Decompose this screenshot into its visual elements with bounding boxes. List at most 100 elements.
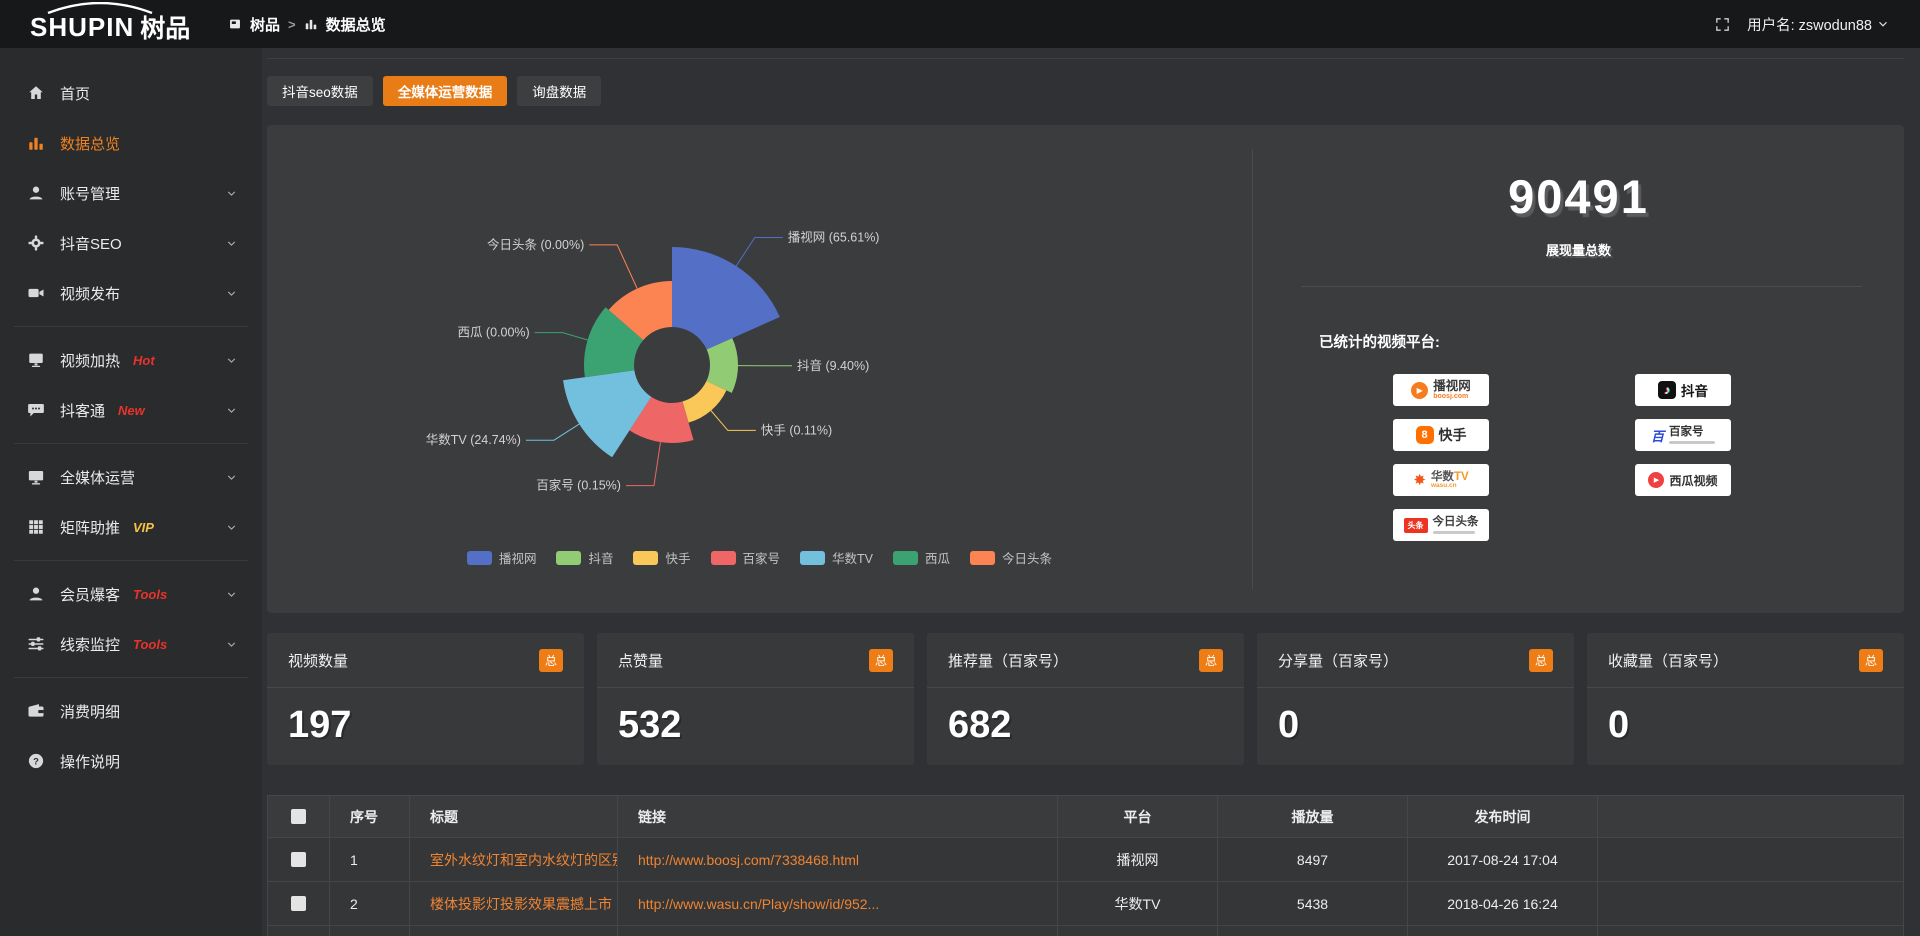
sidebar-item-7[interactable]: 抖客通 New (0, 385, 262, 435)
chevron-down-icon (225, 588, 238, 601)
sidebar-item-15[interactable]: 消费明细 (0, 686, 262, 736)
cell-link[interactable]: http://www.boosj.com/7338468.html (617, 837, 1058, 882)
total-impressions-value: 90491 (1508, 170, 1649, 223)
chat-icon (27, 401, 45, 419)
stat-card-header: 收藏量（百家号） 总 (1587, 633, 1904, 688)
legend-item-西瓜[interactable]: 西瓜 (893, 548, 950, 567)
douyin-note-icon: ♪ (1658, 381, 1676, 399)
tab-2[interactable]: 询盘数据 (517, 76, 602, 106)
legend-item-快手[interactable]: 快手 (633, 548, 691, 567)
sidebar-divider (14, 326, 248, 327)
stat-card-title: 分享量（百家号） (1278, 652, 1399, 670)
sidebar-divider (14, 560, 248, 561)
cell-link[interactable]: http://www.wasu.cn/Play/show/id/952... (617, 881, 1058, 926)
chevron-down-icon (225, 187, 238, 200)
pie-slice-华数TV[interactable] (563, 370, 652, 458)
chevron-down-icon (225, 287, 238, 300)
row-checkbox[interactable] (291, 852, 306, 867)
sidebar-item-tag: VIP (133, 519, 154, 535)
legend-item-百家号[interactable]: 百家号 (710, 548, 781, 567)
row-select-cell (267, 881, 330, 926)
platforms-label: 已统计的视频平台: (1319, 335, 1440, 351)
sidebar-item-3[interactable]: 抖音SEO (0, 218, 262, 268)
chevron-down-icon (225, 354, 238, 367)
fullscreen-icon[interactable] (1714, 16, 1731, 33)
video-table: 序号标题链接平台播放量发布时间1室外水纹灯和室内水纹灯的区别和简介http://… (267, 795, 1904, 936)
breadcrumb-root[interactable]: 树品 (250, 16, 281, 34)
sidebar-item-0[interactable]: 首页 (0, 68, 262, 118)
pie-label: 今日头条 (0.00%) (487, 237, 584, 252)
topbar-right: 用户名: zswodun88 (1714, 14, 1920, 35)
cell-title[interactable]: 楼体投影灯投影效果震撼上市 (409, 881, 618, 926)
wasu-star-icon: ✸ (1413, 471, 1426, 489)
pie-slice-百家号[interactable] (629, 396, 694, 444)
stat-card-title: 视频数量 (288, 652, 349, 670)
app-logo[interactable]: SHUPIN 树品 (0, 0, 200, 48)
stat-card-1: 点赞量 总 532 (597, 633, 914, 765)
pie-slice-西瓜[interactable] (584, 307, 644, 378)
sidebar-item-label: 全媒体运营 (60, 469, 136, 487)
app-square-icon (228, 17, 242, 31)
stat-card-value: 0 (1278, 704, 1300, 746)
pie-slice-播视网[interactable] (672, 247, 780, 350)
legend-item-今日头条[interactable]: 今日头条 (970, 548, 1052, 567)
row-checkbox[interactable] (291, 896, 306, 911)
monitor-icon (27, 468, 45, 486)
legend-label: 播视网 (498, 552, 537, 566)
stat-card-title: 推荐量（百家号） (948, 652, 1069, 670)
cell-title[interactable] (409, 925, 618, 936)
topbar: SHUPIN 树品 树品 > 数据总览 用户名: zswodun88 (0, 0, 1920, 48)
tab-1[interactable]: 全媒体运营数据 (382, 76, 508, 106)
cell-title[interactable]: 室外水纹灯和室内水纹灯的区别和简介 (409, 837, 618, 882)
tab-0[interactable]: 抖音seo数据 (267, 76, 373, 106)
chart-legend: 播视网 抖音 快手 百家号 华数TV 西瓜 今日头条 (267, 548, 1252, 567)
chevron-down-icon (225, 471, 238, 484)
data-tabs: 抖音seo数据 全媒体运营数据 询盘数据 (267, 76, 1904, 106)
pie-slice-今日头条[interactable] (608, 281, 672, 341)
cell-platform: 华数TV (1057, 881, 1218, 926)
select-all-checkbox[interactable] (291, 809, 306, 824)
platform-column: ▶ 播视网 boosj.com 8 快手 ✸ 华数TV wasu.cn 头条 今日头条 (1393, 374, 1489, 541)
pie-slice-抖音[interactable] (706, 338, 738, 393)
sidebar-item-13[interactable]: 线索监控 Tools (0, 619, 262, 669)
pie-slice-快手[interactable] (682, 381, 727, 423)
legend-swatch (893, 550, 918, 565)
sidebar-item-6[interactable]: 视频加热 Hot (0, 335, 262, 385)
sidebar-item-4[interactable]: 视频发布 (0, 268, 262, 318)
user-menu[interactable]: 用户名: zswodun88 (1747, 14, 1890, 35)
legend-item-抖音[interactable]: 抖音 (556, 548, 613, 567)
logo-text-cn: 树品 (140, 15, 191, 43)
header-select-cell (267, 795, 330, 838)
sidebar-divider (14, 677, 248, 678)
legend-label: 快手 (665, 552, 691, 566)
legend-item-播视网[interactable]: 播视网 (466, 548, 537, 567)
sidebar-item-12[interactable]: 会员爆客 Tools (0, 569, 262, 619)
cell-link[interactable] (617, 925, 1058, 936)
legend-label: 百家号 (742, 552, 781, 566)
sidebar-item-label: 首页 (60, 85, 91, 103)
cell-plays: 5438 (1217, 881, 1408, 926)
stat-card-value: 532 (618, 704, 682, 746)
sidebar-item-2[interactable]: 账号管理 (0, 168, 262, 218)
chevron-down-icon (1876, 17, 1890, 31)
pie-label: 百家号 (0.15%) (536, 478, 621, 493)
home-icon (27, 84, 45, 102)
user-group-icon (27, 585, 45, 603)
main-content: 抖音seo数据 全媒体运营数据 询盘数据 播视网 (65.61%) 抖音 (9.40%… (262, 48, 1920, 936)
total-badge: 总 (1528, 648, 1553, 672)
stat-card-header: 分享量（百家号） 总 (1257, 633, 1574, 688)
sidebar-item-1[interactable]: 数据总览 (0, 118, 262, 168)
chart-panel: 播视网 (65.61%) 抖音 (9.40%) 快手 (0.11%) 百家号 (0.1… (267, 125, 1904, 613)
legend-label: 华数TV (832, 552, 873, 566)
cell-time: 2017-08-24 17:04 (1407, 837, 1598, 882)
sidebar-item-label: 消费明细 (60, 703, 121, 721)
pie-label-line (534, 332, 588, 341)
cell-platform: 播视网 (1057, 837, 1218, 882)
legend-label: 抖音 (588, 552, 614, 566)
legend-item-华数TV[interactable]: 华数TV (800, 548, 873, 567)
sidebar-item-9[interactable]: 全媒体运营 (0, 452, 262, 502)
sidebar-item-10[interactable]: 矩阵助推 VIP (0, 502, 262, 552)
legend-swatch (556, 550, 582, 565)
sidebar-item-16[interactable]: ? 操作说明 (0, 736, 262, 786)
